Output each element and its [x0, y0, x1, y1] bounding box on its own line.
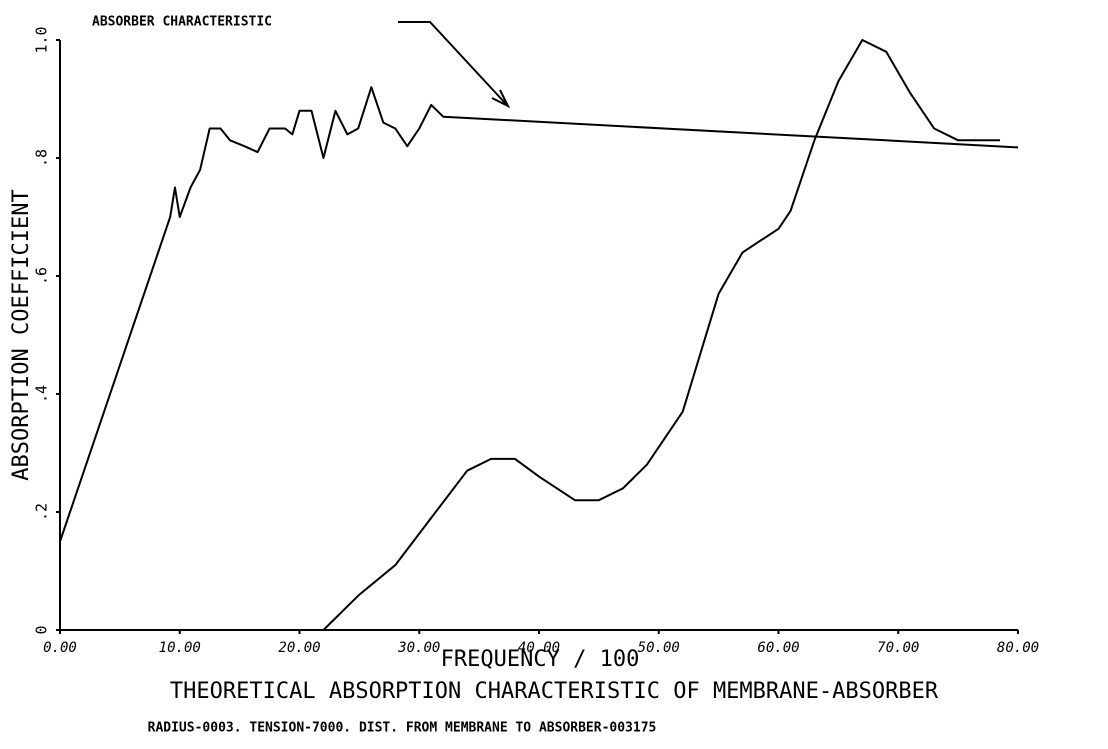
- x-tick-label: 70.00: [877, 640, 919, 656]
- y-tick-label: .8: [33, 149, 51, 167]
- series-line: [60, 39, 1001, 631]
- x-tick-label: 80.00: [997, 640, 1039, 656]
- x-tick-label: 0.00: [43, 640, 77, 656]
- chart-subtitle: RADIUS-0003. TENSION-7000. DIST. FROM ME…: [148, 721, 657, 736]
- y-tick-label: .6: [33, 267, 51, 285]
- x-tick-label: 60.00: [757, 640, 799, 656]
- x-tick-label: 50.00: [638, 640, 680, 656]
- y-tick-label: 0: [33, 625, 51, 634]
- chart-title: THEORETICAL ABSORPTION CHARACTERISTIC OF…: [170, 679, 939, 704]
- x-axis-label: FREQUENCY / 100: [441, 647, 640, 672]
- annotation-arrow: [398, 21, 507, 105]
- y-axis-label: ABSORPTION COEFFICIENT: [9, 189, 34, 480]
- x-tick-label: 10.00: [159, 640, 201, 656]
- arrow-head: [491, 89, 511, 109]
- series-line: [59, 86, 1019, 542]
- y-tick-label: .2: [33, 503, 51, 521]
- x-tick-label: 40.00: [518, 640, 560, 656]
- annotation: ABSORBER CHARACTERISTIC: [92, 15, 272, 30]
- x-tick-label: 20.00: [278, 640, 320, 656]
- x-tick-label: 30.00: [397, 640, 440, 656]
- y-tick-label: .4: [33, 385, 51, 403]
- y-tick-label: 1.0: [33, 26, 51, 53]
